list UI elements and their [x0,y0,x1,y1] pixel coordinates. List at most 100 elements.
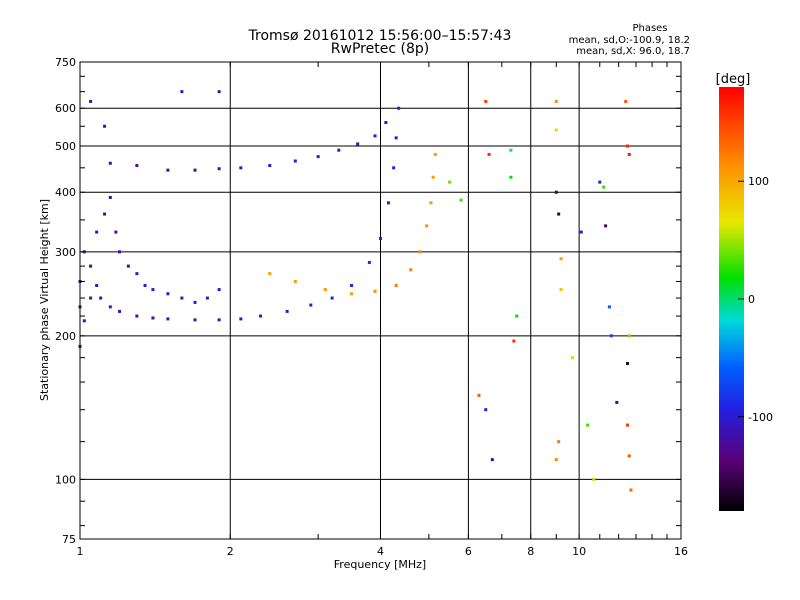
echo-point [356,142,360,146]
echo-point [239,317,243,321]
echo-point [135,272,139,276]
echo-point [604,224,608,228]
echo-point [571,356,575,360]
echo-point [180,90,184,94]
echo-point [429,201,433,205]
echo-point [557,212,561,216]
echo-point [627,152,631,156]
echo-point [554,128,558,132]
y-tick-label: 300 [55,246,76,259]
echo-point [143,283,147,287]
echo-point [268,272,272,276]
echo-point [448,180,452,184]
chart-title: Tromsø 20161012 15:56:00–15:57:43 [248,28,512,44]
echo-point [89,264,93,268]
phase-box-line2: mean, sd,X: 96.0, 18.7 [576,46,690,57]
echo-point [268,164,272,168]
colorbar-ticks: 100 0 -100 [738,175,773,424]
echo-point [459,198,463,202]
echo-point [554,99,558,103]
echo-point [602,185,606,189]
echo-point [609,334,613,338]
echo-point [193,300,197,304]
y-axis: 75 100 200 300 400 500 600 750 [55,56,681,546]
echo-point [293,279,297,283]
echo-point [484,99,488,103]
echo-point [625,361,629,365]
echo-point [95,283,99,287]
echo-point [118,250,122,254]
y-tick-label: 400 [55,186,76,199]
echo-point [386,201,390,205]
echo-point [166,168,170,172]
echo-point [598,180,602,184]
echo-point [103,212,107,216]
echo-point [259,314,263,318]
x-tick-label: 4 [377,545,384,558]
echo-point [350,292,354,296]
echo-point [586,423,590,427]
y-tick-label: 200 [55,330,76,343]
echo-point [627,334,631,338]
echo-point [330,296,334,300]
echo-point [477,393,481,397]
echo-point [515,314,519,318]
y-tick-label: 750 [55,56,76,69]
y-axis-label: Stationary phase Virtual Height [km] [38,199,51,401]
echo-point [624,99,628,103]
echo-point [151,288,155,292]
phase-box-line1: mean, sd,O:-100.9, 18.2 [569,35,690,46]
grid-lines [80,62,681,539]
echo-point [293,159,297,163]
echo-point [409,268,413,272]
echo-point [217,90,221,94]
echo-point [625,423,629,427]
x-tick-label: 8 [527,545,534,558]
y-tick-label: 100 [55,473,76,486]
echo-point [126,264,130,268]
echo-point [316,155,320,159]
echo-point [425,224,429,228]
echo-point [82,319,86,323]
echo-point [323,288,327,292]
echo-point [118,309,122,313]
echo-point [509,148,513,152]
echo-point [135,314,139,318]
echo-point [166,317,170,321]
echo-point [337,148,341,152]
echo-point [379,236,382,240]
echo-point [433,152,437,156]
y-tick-label: 500 [55,140,76,153]
x-tick-label: 10 [572,545,586,558]
echo-point [108,195,112,199]
echo-point [217,288,221,292]
echo-point [559,288,563,292]
echo-point [373,289,377,293]
colorbar-tick-label: -100 [748,411,773,424]
x-tick-label: 1 [77,545,84,558]
colorbar-label: [deg] [716,72,751,87]
echo-point [239,166,243,170]
echo-point [607,305,611,309]
y-tick-label: 75 [62,533,76,546]
echo-point [615,400,619,404]
echo-point [309,303,313,307]
echo-point [285,309,289,313]
echo-point [89,296,93,300]
echo-point [180,296,184,300]
x-tick-label: 2 [227,545,234,558]
echo-point [89,99,93,103]
echo-point [166,292,170,296]
echo-point [108,305,112,309]
echo-point [217,318,221,322]
echo-point [99,296,103,300]
x-axis-label: Frequency [MHz] [334,558,426,571]
echo-point [394,283,398,287]
echo-point [509,175,513,179]
echo-point [217,167,221,171]
echo-point [135,164,139,168]
echo-point [151,316,155,320]
echo-point [108,161,112,165]
echo-point [579,230,583,234]
